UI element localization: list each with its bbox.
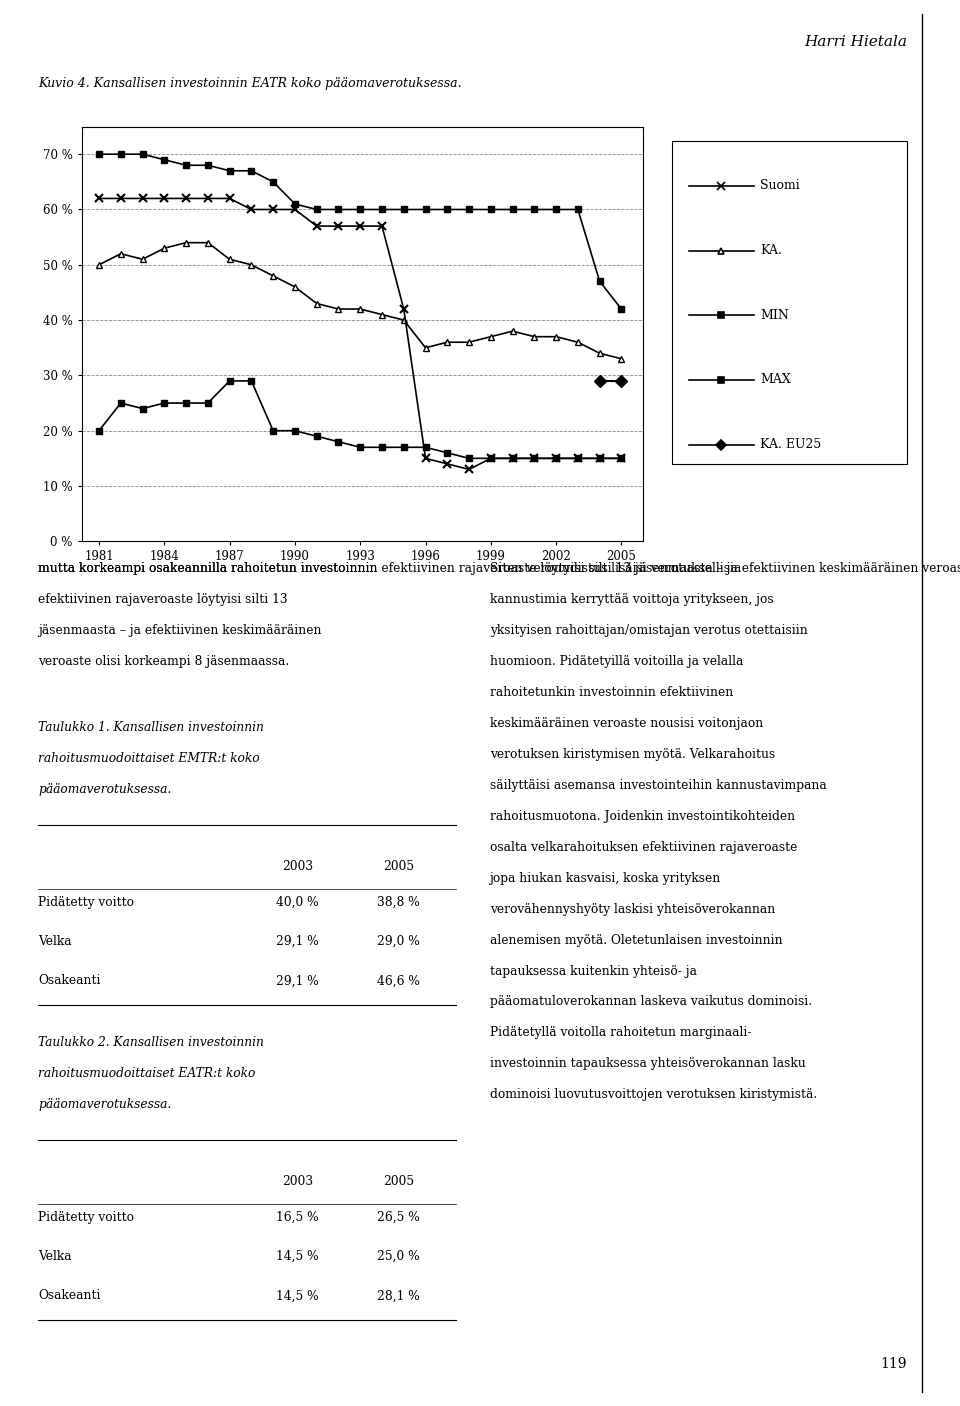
Text: pääomatuloverokannan laskeva vaikutus dominoisi.: pääomatuloverokannan laskeva vaikutus do… [490,995,812,1008]
Text: 46,6 %: 46,6 % [377,974,420,987]
Text: Pidätetty voitto: Pidätetty voitto [38,1211,134,1223]
Text: MAX: MAX [760,374,791,387]
Text: rahoitetunkin investoinnin efektiivinen: rahoitetunkin investoinnin efektiivinen [490,686,732,699]
Text: Pidätetyllä voitolla rahoitetun marginaali-: Pidätetyllä voitolla rahoitetun marginaa… [490,1026,751,1039]
Text: 25,0 %: 25,0 % [377,1250,420,1263]
Text: jäsenmaasta – ja efektiivinen keskimääräinen: jäsenmaasta – ja efektiivinen keskimäärä… [38,624,322,637]
Text: yksityisen rahoittajan/omistajan verotus otettaisiin: yksityisen rahoittajan/omistajan verotus… [490,624,807,637]
Text: jopa hiukan kasvaisi, koska yrityksen: jopa hiukan kasvaisi, koska yrityksen [490,872,721,884]
Text: Siten verouudistus lisäisi verotuksellisia: Siten verouudistus lisäisi verotuksellis… [490,562,741,575]
Text: dominoisi luovutusvoittojen verotuksen kiristymistä.: dominoisi luovutusvoittojen verotuksen k… [490,1088,817,1101]
Text: 2003: 2003 [282,1175,313,1188]
Text: KA. EU25: KA. EU25 [760,439,822,451]
Text: 119: 119 [880,1357,907,1371]
Text: Velka: Velka [38,935,72,948]
Text: 38,8 %: 38,8 % [377,896,420,908]
Text: Pidätetty voitto: Pidätetty voitto [38,896,134,908]
Text: pääomaverotuksessa.: pääomaverotuksessa. [38,783,172,796]
Text: 14,5 %: 14,5 % [276,1250,319,1263]
Text: mutta korkeampi osakeannilla rahoitetun investoinnin efektiivinen rajaveroaste l: mutta korkeampi osakeannilla rahoitetun … [38,562,960,575]
Text: verovähennyshyöty laskisi yhteisöverokannan: verovähennyshyöty laskisi yhteisöverokan… [490,903,775,915]
Text: rahoitusmuodoittaiset EATR:t koko: rahoitusmuodoittaiset EATR:t koko [38,1067,255,1080]
Text: 2003: 2003 [282,860,313,873]
Text: 2005: 2005 [383,860,414,873]
Text: rahoitusmuotona. Joidenkin investointikohteiden: rahoitusmuotona. Joidenkin investointiko… [490,810,795,823]
Text: 29,1 %: 29,1 % [276,974,319,987]
Text: veroaste olisi korkeampi 8 jäsenmaassa.: veroaste olisi korkeampi 8 jäsenmaassa. [38,655,290,668]
Text: säilyttäisi asemansa investointeihin kannustavimpana: säilyttäisi asemansa investointeihin kan… [490,779,827,792]
Text: rahoitusmuodoittaiset EMTR:t koko: rahoitusmuodoittaiset EMTR:t koko [38,752,260,765]
Text: Suomi: Suomi [760,180,800,193]
Text: Osakeanti: Osakeanti [38,1289,101,1302]
Text: MIN: MIN [760,309,789,322]
Text: tapauksessa kuitenkin yhteisö- ja: tapauksessa kuitenkin yhteisö- ja [490,965,697,977]
Text: 26,5 %: 26,5 % [377,1211,420,1223]
Text: efektiivinen rajaveroaste löytyisi silti 13: efektiivinen rajaveroaste löytyisi silti… [38,593,288,606]
Text: alenemisen myötä. Oletetunlaisen investoinnin: alenemisen myötä. Oletetunlaisen investo… [490,934,782,946]
Text: 14,5 %: 14,5 % [276,1289,319,1302]
Text: Velka: Velka [38,1250,72,1263]
Text: 29,1 %: 29,1 % [276,935,319,948]
Text: pääomaverotuksessa.: pääomaverotuksessa. [38,1098,172,1111]
Text: Taulukko 1. Kansallisen investoinnin: Taulukko 1. Kansallisen investoinnin [38,721,264,734]
Text: 28,1 %: 28,1 % [377,1289,420,1302]
Text: KA.: KA. [760,245,782,257]
Text: huomioon. Pidätetyillä voitoilla ja velalla: huomioon. Pidätetyillä voitoilla ja vela… [490,655,743,668]
Text: 40,0 %: 40,0 % [276,896,319,908]
Text: Harri Hietala: Harri Hietala [804,35,907,49]
Text: Osakeanti: Osakeanti [38,974,101,987]
Text: 29,0 %: 29,0 % [377,935,420,948]
Text: keskimääräinen veroaste nousisi voitonjaon: keskimääräinen veroaste nousisi voitonja… [490,717,763,730]
Text: 2005: 2005 [383,1175,414,1188]
Text: 16,5 %: 16,5 % [276,1211,319,1223]
Text: Taulukko 2. Kansallisen investoinnin: Taulukko 2. Kansallisen investoinnin [38,1036,264,1049]
Text: investoinnin tapauksessa yhteisöverokannan lasku: investoinnin tapauksessa yhteisöverokann… [490,1057,805,1070]
Text: verotuksen kiristymisen myötä. Velkarahoitus: verotuksen kiristymisen myötä. Velkaraho… [490,748,775,761]
Text: kannustimia kerryttää voittoja yritykseen, jos: kannustimia kerryttää voittoja yrityksee… [490,593,773,606]
Text: mutta korkeampi osakeannilla rahoitetun investoinnin: mutta korkeampi osakeannilla rahoitetun … [38,562,378,575]
Text: osalta velkarahoituksen efektiivinen rajaveroaste: osalta velkarahoituksen efektiivinen raj… [490,841,797,853]
Text: Kuvio 4. Kansallisen investoinnin EATR koko pääomaverotuksessa.: Kuvio 4. Kansallisen investoinnin EATR k… [38,77,462,90]
